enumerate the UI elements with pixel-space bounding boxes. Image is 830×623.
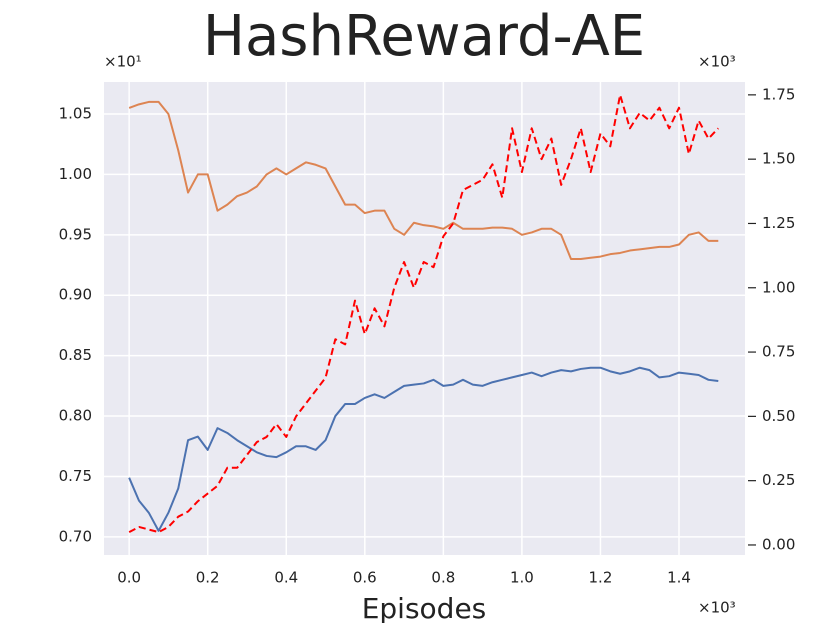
x-tick-label: 1.4 xyxy=(667,569,691,587)
x-offset-text: ×10³ xyxy=(698,599,736,617)
y-tick-label: 1.00 xyxy=(59,165,92,183)
x-tick-label: 1.2 xyxy=(589,569,613,587)
y-tick-label: 0.70 xyxy=(59,527,92,545)
y2-tick-label: 0.75 xyxy=(762,343,795,361)
x-tick-label: 0.8 xyxy=(431,569,455,587)
y2-tick-label: 0.50 xyxy=(762,407,795,425)
y-tick-label: 0.85 xyxy=(59,346,92,364)
grid xyxy=(104,82,745,555)
y2-tick-label: 1.50 xyxy=(762,150,795,168)
line xyxy=(128,93,720,534)
y2-tick-label: 0.00 xyxy=(762,535,795,553)
y2-offset-text: ×10³ xyxy=(698,53,736,71)
line xyxy=(128,100,719,260)
y2-tick-label: 1.25 xyxy=(762,214,795,232)
y-tick-label: 1.05 xyxy=(59,105,92,123)
x-axis-label: Episodes xyxy=(362,592,487,623)
y-tick-label: 0.95 xyxy=(59,225,92,243)
chart-title: HashReward-AE xyxy=(203,4,645,69)
y-tick-label: 0.80 xyxy=(59,407,92,425)
x-tick-label: 0.0 xyxy=(117,569,141,587)
y2-tick-label: 1.75 xyxy=(762,85,795,103)
y2-tick-label: 1.00 xyxy=(762,278,795,296)
y-tick-label: 0.75 xyxy=(59,467,92,485)
plot-area xyxy=(104,82,745,555)
x-tick-label: 0.6 xyxy=(353,569,377,587)
y-tick-label: 0.90 xyxy=(59,286,92,304)
y2-tick-label: 0.25 xyxy=(762,471,795,489)
x-tick-label: 1.0 xyxy=(510,569,534,587)
plot xyxy=(128,93,720,534)
y-offset-text: ×10¹ xyxy=(104,53,142,71)
x-tick-label: 0.2 xyxy=(196,569,220,587)
line xyxy=(128,366,719,532)
x-tick-label: 0.4 xyxy=(274,569,298,587)
